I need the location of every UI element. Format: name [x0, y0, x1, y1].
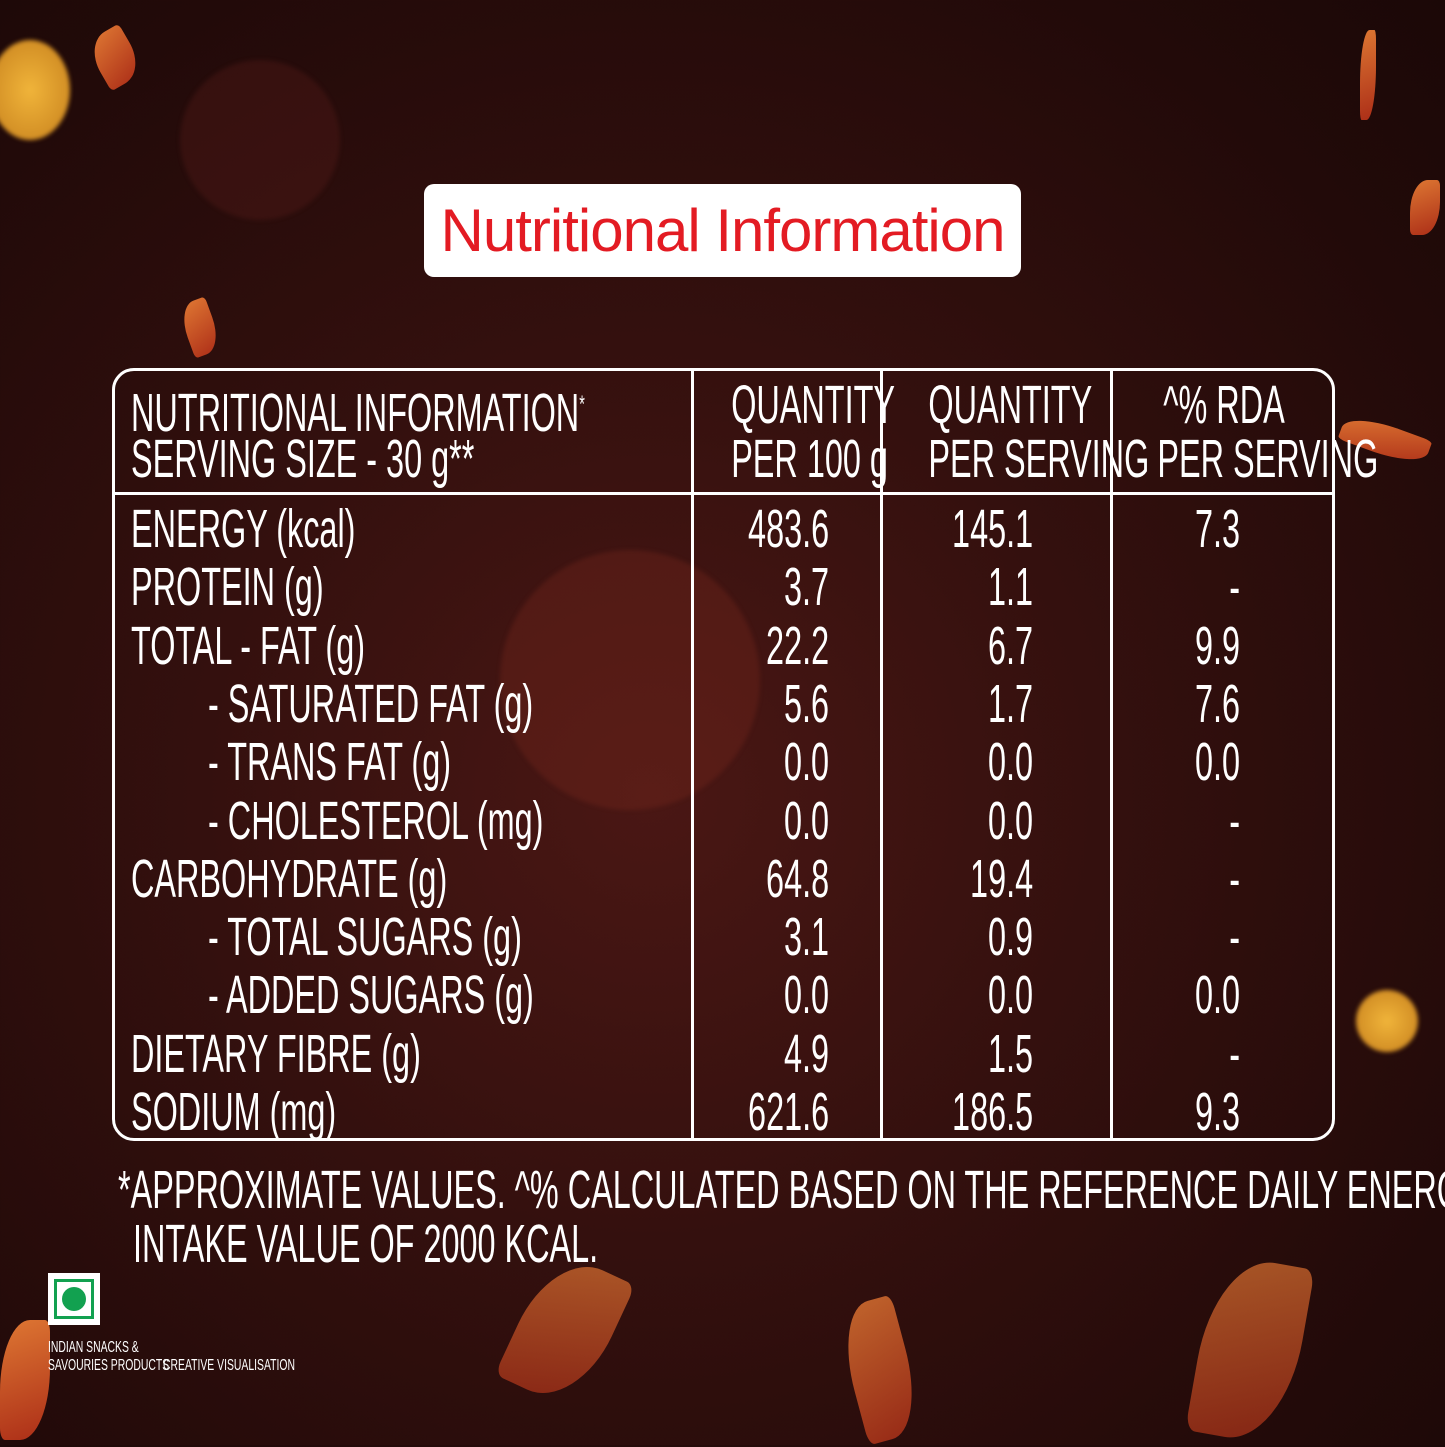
row-label: TOTAL - FAT (g) [131, 615, 366, 676]
row-value-per-serving: 0.0 [987, 965, 1033, 1026]
background-glow [500, 550, 760, 810]
header-rda-line2: PER SERVING [1157, 429, 1379, 489]
row-value-per-100g: 3.1 [783, 907, 829, 968]
footnote-line2: INTAKE VALUE OF 2000 KCAL. [133, 1214, 599, 1274]
column-divider [880, 371, 883, 1138]
row-value-per-100g: 4.9 [783, 1023, 829, 1084]
header-qty-100g-line2: PER 100 g [731, 429, 888, 489]
row-label: - TOTAL SUGARS (g) [208, 907, 522, 968]
row-value-rda: - [1229, 907, 1240, 968]
flame-image [832, 1294, 928, 1446]
row-value-rda: - [1229, 1023, 1240, 1084]
row-value-per-100g: 0.0 [783, 965, 829, 1026]
header-nutritional-information: NUTRITIONAL INFORMATION* [131, 383, 585, 443]
flame-image [176, 296, 224, 359]
row-value-rda: 0.0 [1194, 965, 1240, 1026]
veg-mark-label-line2: SAVOURIES PRODUCTS [48, 1357, 170, 1374]
flame-image [1410, 180, 1440, 235]
row-value-per-100g: 0.0 [783, 732, 829, 793]
row-value-per-serving: 19.4 [969, 848, 1033, 909]
row-value-per-100g: 5.6 [783, 673, 829, 734]
row-label: DIETARY FIBRE (g) [131, 1023, 421, 1084]
banana-chip-image [0, 40, 70, 140]
banana-chip-image [1356, 990, 1418, 1052]
row-label: - ADDED SUGARS (g) [208, 965, 534, 1026]
header-serving-size: SERVING SIZE - 30 g** [131, 429, 475, 489]
row-label: PROTEIN (g) [131, 557, 324, 618]
veg-mark-label-line1: INDIAN SNACKS & [48, 1339, 139, 1356]
row-value-per-serving: 6.7 [987, 615, 1033, 676]
header-rda-line1: ^% RDA [1163, 375, 1285, 435]
column-divider [691, 371, 694, 1138]
row-label: - CHOLESTEROL (mg) [208, 790, 544, 851]
row-value-per-100g: 64.8 [765, 848, 829, 909]
title-banner: Nutritional Information [424, 184, 1021, 277]
nutrition-table: NUTRITIONAL INFORMATION* SERVING SIZE - … [112, 368, 1379, 1142]
row-value-rda: - [1229, 557, 1240, 618]
header-qty-100g-line1: QUANTITY [731, 375, 896, 435]
row-label: CARBOHYDRATE (g) [131, 848, 448, 909]
row-label: - SATURATED FAT (g) [208, 673, 534, 734]
row-value-per-serving: 0.0 [987, 790, 1033, 851]
flame-image [0, 1320, 50, 1440]
row-value-rda: - [1229, 790, 1240, 851]
flame-image [1360, 30, 1376, 120]
row-label: - TRANS FAT (g) [208, 732, 452, 793]
row-value-per-100g: 3.7 [783, 557, 829, 618]
row-label: SODIUM (mg) [131, 1082, 337, 1142]
row-value-per-serving: 0.9 [987, 907, 1033, 968]
row-value-per-100g: 621.6 [747, 1082, 829, 1142]
column-divider [1110, 371, 1113, 1138]
page-title: Nutritional Information [440, 197, 1006, 264]
header-qty-serving-line1: QUANTITY [928, 375, 1093, 435]
flame-image [1185, 1252, 1315, 1447]
row-value-per-serving: 0.0 [987, 732, 1033, 793]
footnote-line1: *APPROXIMATE VALUES. ^% CALCULATED BASED… [118, 1160, 1445, 1220]
header-divider [115, 492, 1332, 495]
veg-mark-icon [48, 1273, 100, 1325]
row-value-per-serving: 1.1 [987, 557, 1033, 618]
row-value-rda: 7.6 [1194, 673, 1240, 734]
row-value-per-100g: 0.0 [783, 790, 829, 851]
row-value-per-serving: 145.1 [951, 499, 1033, 559]
row-label: ENERGY (kcal) [131, 499, 356, 559]
row-value-per-serving: 1.7 [987, 673, 1033, 734]
row-value-rda: 0.0 [1194, 732, 1240, 793]
header-qty-serving-line2: PER SERVING [928, 429, 1150, 489]
row-value-per-serving: 1.5 [987, 1023, 1033, 1084]
row-value-rda: - [1229, 848, 1240, 909]
background-glow [180, 60, 340, 220]
creative-visualisation-note: CREATIVE VISUALISATION [163, 1357, 295, 1374]
row-value-rda: 7.3 [1194, 499, 1240, 559]
row-value-rda: 9.9 [1194, 615, 1240, 676]
row-value-per-100g: 483.6 [747, 499, 829, 559]
flame-image [83, 23, 147, 92]
row-value-per-100g: 22.2 [765, 615, 829, 676]
row-value-per-serving: 186.5 [951, 1082, 1033, 1142]
row-value-rda: 9.3 [1194, 1082, 1240, 1142]
